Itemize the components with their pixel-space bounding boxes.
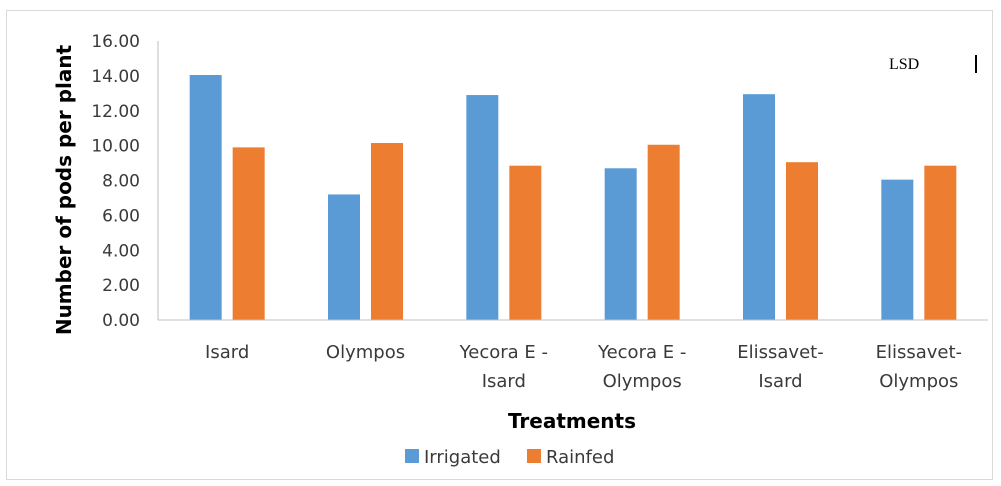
y-axis-ticks: 0.00 2.00 4.00 6.00 8.00 10.00 12.00 14.00 16.00 [91, 32, 140, 331]
bar-irrigated [604, 168, 637, 320]
x-axis-title: Treatments [508, 409, 636, 433]
x-tick-label: Elissavet- [737, 342, 823, 363]
x-tick-label: Olympos [603, 371, 682, 392]
bar-irrigated [743, 94, 775, 320]
y-tick-label: 2.00 [102, 276, 140, 296]
x-tick-label: Isard [205, 342, 249, 363]
bar-rainfed [371, 143, 403, 320]
x-tick-label: Yecora E - [459, 342, 548, 363]
y-tick-label: 6.00 [102, 206, 140, 226]
legend-swatch-irrigated [405, 449, 419, 463]
bars [189, 75, 957, 321]
bar-rainfed [647, 144, 680, 320]
x-axis-categories: Isard Olympos Yecora E - Isard Yecora E - Oly… [205, 342, 962, 392]
y-tick-label: 8.00 [102, 172, 140, 192]
y-tick-label: 12.00 [91, 102, 140, 122]
y-tick-label: 16.00 [91, 32, 140, 52]
bar-rainfed [509, 165, 542, 320]
bar-irrigated [466, 95, 499, 321]
legend-label-irrigated: Irrigated [424, 447, 501, 468]
x-tick-label: Yecora E - [597, 342, 686, 363]
legend: Irrigated Rainfed [405, 447, 614, 468]
bar-rainfed [232, 147, 265, 320]
y-tick-label: 0.00 [102, 311, 140, 331]
legend-swatch-rainfed [527, 449, 541, 463]
x-tick-label: Olympos [326, 342, 405, 363]
y-axis-title: Number of pods per plant [52, 44, 76, 335]
bar-rainfed [786, 162, 818, 320]
x-tick-label: Elissavet- [876, 342, 962, 363]
bar-irrigated [328, 194, 360, 320]
y-tick-label: 14.00 [91, 67, 140, 87]
bar-irrigated [189, 75, 222, 320]
bar-irrigated [881, 179, 914, 320]
y-tick-label: 4.00 [102, 241, 140, 261]
x-tick-label: Olympos [879, 371, 958, 392]
y-tick-label: 10.00 [91, 137, 140, 157]
lsd-label: LSD [889, 56, 919, 73]
chart-frame [6, 10, 993, 480]
x-tick-label: Isard [758, 371, 802, 392]
bar-rainfed [924, 165, 957, 320]
x-tick-label: Isard [482, 371, 526, 392]
legend-label-rainfed: Rainfed [546, 447, 614, 468]
